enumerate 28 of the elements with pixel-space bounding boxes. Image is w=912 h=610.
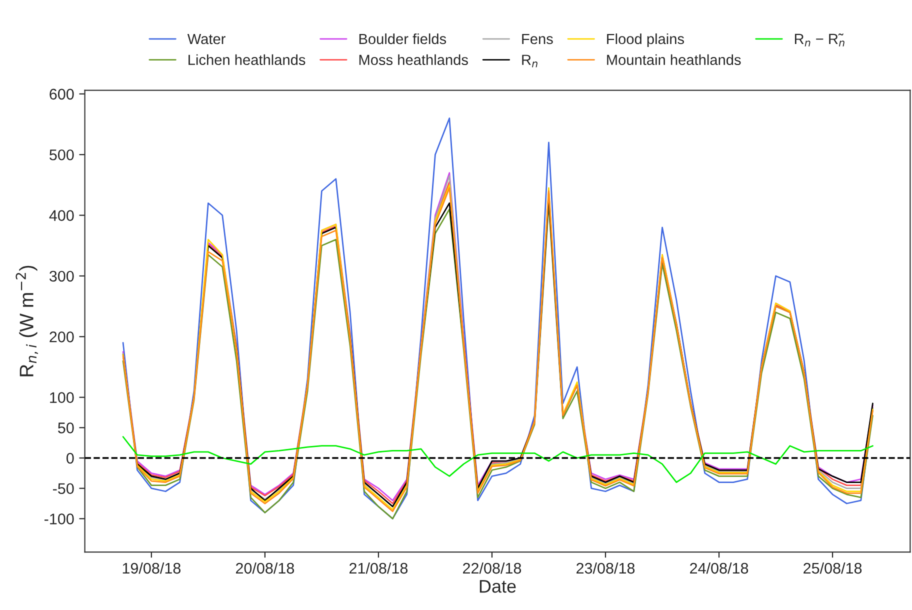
legend-label: Flood plains [607, 33, 684, 48]
y-tick-label: 300 [49, 270, 74, 282]
y-tick-label: 200 [50, 332, 74, 342]
legend-label: R$_{n}$ [522, 54, 538, 68]
y-tick-label: 100 [50, 392, 74, 404]
y-tick-label: 600 [50, 88, 74, 100]
y-axis-title: R$_{n,i}$ (W m$^{−2}$) [16, 266, 38, 376]
legend-label: R$_{n}$ − R̃$_{n}$ [794, 34, 844, 46]
y-tick-label: -100 [44, 514, 74, 524]
x-axis-title: Date [480, 580, 516, 593]
y-tick-label: -50 [53, 483, 74, 494]
y-tick-label: 50 [58, 422, 74, 434]
legend-label: Mountain heathlands [607, 54, 741, 66]
x-tick-label: 19/08/18 [122, 562, 180, 574]
x-tick-label: 20/08/18 [236, 562, 294, 574]
y-tick-label: 500 [50, 149, 74, 160]
x-tick-label: 24/08/18 [690, 562, 748, 574]
legend-label: Water [187, 34, 226, 44]
legend-label: Lichen heathlands [188, 54, 306, 66]
legend-label: Boulder fields [359, 33, 446, 44]
legend-label: Fens [522, 34, 553, 44]
x-tick-label: 25/08/18 [804, 562, 862, 574]
x-tick-label: 22/08/18 [463, 562, 522, 574]
x-tick-label: 21/08/18 [350, 562, 408, 574]
y-tick-label: 400 [49, 210, 74, 221]
y-tick-label: 0 [66, 452, 74, 464]
x-tick-label: 23/08/18 [576, 562, 635, 574]
legend-label: Moss heathlands [359, 54, 468, 66]
